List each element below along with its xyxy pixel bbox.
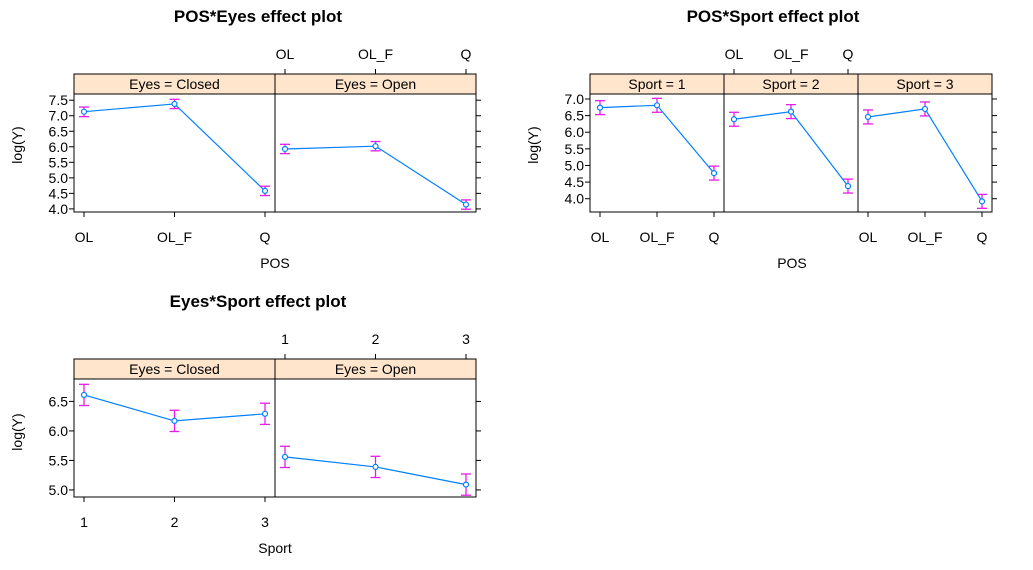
data-point xyxy=(596,104,604,111)
y-tick-label: 5.0 xyxy=(565,157,585,173)
x-tick-label: Q xyxy=(461,46,472,62)
y-tick-label: 5.0 xyxy=(49,482,69,498)
series-line xyxy=(733,110,849,187)
panel-strip-label: Sport = 1 xyxy=(628,76,685,92)
y-tick-label: 6.0 xyxy=(49,139,69,155)
data-point xyxy=(462,201,470,208)
panel-strip-label: Eyes = Open xyxy=(335,76,416,92)
x-axis-label: POS xyxy=(777,255,807,271)
y-tick-label: 6.0 xyxy=(565,124,585,140)
series-line xyxy=(867,108,983,202)
y-tick-label: 4.5 xyxy=(565,174,585,190)
y-axis-label: log(Y) xyxy=(525,126,541,163)
panel-1: Eyes = Closed 1 2 3 xyxy=(73,358,276,530)
y-axis-label: log(Y) xyxy=(9,126,25,163)
x-tick-label: OL xyxy=(725,46,744,62)
data-point xyxy=(844,182,852,190)
x-tick-label: OL_F xyxy=(907,229,942,245)
x-tick-label: OL_F xyxy=(358,46,393,62)
chart-title: Eyes*Sport effect plot xyxy=(170,292,347,311)
x-axis-label: POS xyxy=(260,255,290,271)
data-point xyxy=(787,108,795,115)
data-point xyxy=(281,453,289,460)
panel-frame xyxy=(274,93,477,213)
x-tick-label: 3 xyxy=(261,514,269,530)
x-tick-label: 2 xyxy=(372,331,380,347)
y-tick-label: 6.0 xyxy=(49,423,69,439)
panel-3: Sport = 3 OL OL_F Q xyxy=(857,73,993,245)
x-axis-label: Sport xyxy=(258,540,292,556)
panel-frame xyxy=(73,93,276,213)
y-tick-label: 6.5 xyxy=(49,123,69,139)
panel-2: Sport = 2 OL OL_F Q xyxy=(723,46,859,213)
data-point xyxy=(730,116,738,123)
data-point xyxy=(653,102,661,109)
y-tick-label: 4.5 xyxy=(49,185,69,201)
x-tick-label: OL xyxy=(591,229,610,245)
y-tick-label: 7.0 xyxy=(565,91,585,107)
x-tick-label: Q xyxy=(260,229,271,245)
panel-strip-label: Eyes = Open xyxy=(335,361,416,377)
x-tick-label: 3 xyxy=(462,331,470,347)
y-tick-label: 4.0 xyxy=(565,191,585,207)
x-tick-label: OL xyxy=(75,229,94,245)
chart-1: POS*Eyes effect plot log(Y) POS 4.04.55.05.… xyxy=(9,7,481,271)
panel-1: Eyes = Closed OL OL_F Q xyxy=(73,73,276,245)
y-tick-label: 5.5 xyxy=(565,141,585,157)
series-line xyxy=(599,104,715,174)
panel-2: Eyes = Open 1 2 3 xyxy=(274,331,477,498)
panel-strip-label: Sport = 3 xyxy=(896,76,953,92)
x-tick-label: Q xyxy=(709,229,720,245)
x-tick-label: 1 xyxy=(80,514,88,530)
y-tick-label: 5.0 xyxy=(49,170,69,186)
data-point xyxy=(281,145,289,153)
data-point xyxy=(80,391,88,399)
panel-strip-label: Eyes = Closed xyxy=(129,361,220,377)
y-tick-label: 7.0 xyxy=(49,108,69,124)
x-tick-label: OL_F xyxy=(157,229,192,245)
y-tick-label: 4.0 xyxy=(49,201,69,217)
panel-frame xyxy=(274,378,477,498)
data-point xyxy=(261,410,269,417)
chart-title: POS*Eyes effect plot xyxy=(174,7,343,26)
data-point xyxy=(710,170,718,177)
data-point xyxy=(372,463,379,471)
chart-2: POS*Sport effect plot log(Y) POS 4.04.55.05… xyxy=(525,7,997,271)
data-point xyxy=(864,113,872,121)
data-point xyxy=(462,481,470,488)
y-tick-label: 6.5 xyxy=(565,108,585,124)
x-tick-label: Q xyxy=(977,229,988,245)
data-point xyxy=(921,105,929,113)
data-point xyxy=(978,198,986,205)
data-point xyxy=(80,108,88,115)
data-point xyxy=(171,417,178,424)
x-tick-label: OL_F xyxy=(639,229,674,245)
panel-2: Eyes = Open OL OL_F Q xyxy=(274,46,477,213)
x-tick-label: Q xyxy=(843,46,854,62)
y-axis-label: log(Y) xyxy=(9,413,25,450)
x-tick-label: 2 xyxy=(171,514,179,530)
panel-frame xyxy=(73,378,276,498)
y-tick-label: 5.5 xyxy=(49,154,69,170)
panel-strip-label: Sport = 2 xyxy=(762,76,819,92)
y-tick-label: 7.5 xyxy=(49,92,69,108)
x-tick-label: OL xyxy=(276,46,295,62)
panel-strip-label: Eyes = Closed xyxy=(129,76,220,92)
y-tick-label: 6.5 xyxy=(49,393,69,409)
x-tick-label: 1 xyxy=(281,331,289,347)
panel-1: Sport = 1 OL OL_F Q xyxy=(589,73,725,245)
chart-3: Eyes*Sport effect plot log(Y) Sport 5.0 5.5 6… xyxy=(9,292,481,556)
x-tick-label: OL xyxy=(859,229,878,245)
y-tick-label: 5.5 xyxy=(49,452,69,468)
series-line xyxy=(284,145,467,206)
series-line xyxy=(83,103,266,192)
chart-title: POS*Sport effect plot xyxy=(687,7,860,26)
x-tick-label: OL_F xyxy=(773,46,808,62)
data-point xyxy=(261,187,269,194)
data-point xyxy=(171,100,178,108)
data-point xyxy=(372,143,379,150)
